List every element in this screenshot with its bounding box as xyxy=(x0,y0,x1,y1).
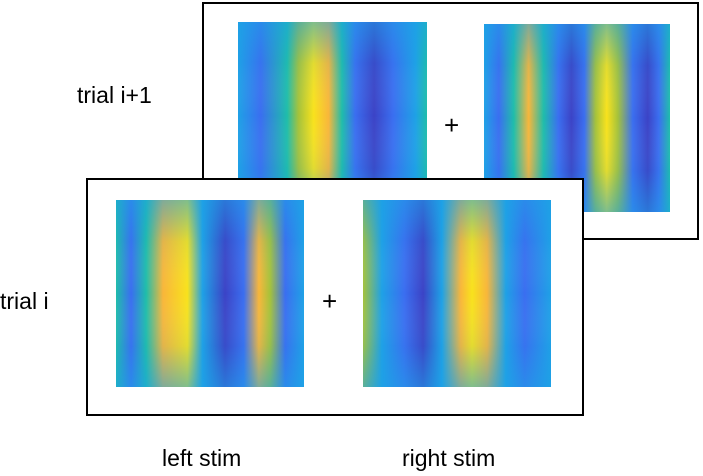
left-stim-label: left stim xyxy=(162,445,242,471)
trial-next-left-stimulus xyxy=(238,22,427,209)
trial-current-right-stimulus xyxy=(363,200,551,387)
trial-current-frame: + xyxy=(86,178,584,416)
trial-next-plus-sign: + xyxy=(444,110,460,140)
trial-current-left-stimulus xyxy=(116,200,304,387)
right-stim-label: right stim xyxy=(402,445,496,471)
trial-current-label: trial i xyxy=(0,288,49,314)
trial-next-label: trial i+1 xyxy=(77,82,152,108)
trial-current-plus-sign: + xyxy=(322,286,338,316)
